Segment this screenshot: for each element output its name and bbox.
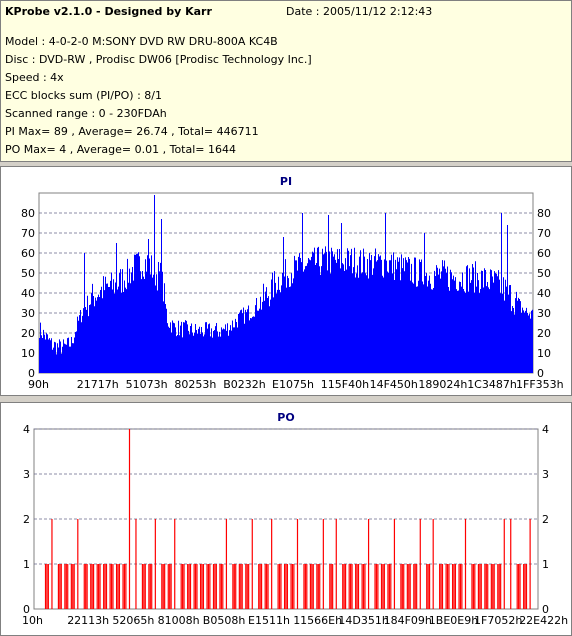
po-y-tick-right: 4 bbox=[542, 423, 549, 436]
po-stats-line: PO Max= 4 , Average= 0.01 , Total= 1644 bbox=[5, 143, 236, 156]
pi-y-tick-left: 40 bbox=[21, 287, 35, 300]
pi-y-tick-left: 30 bbox=[21, 307, 35, 320]
pi-y-tick-left: 70 bbox=[21, 227, 35, 240]
pi-y-tick-left: 50 bbox=[21, 267, 35, 280]
pi-x-tick-label: E1075h bbox=[272, 378, 314, 391]
pi-y-tick-right: 0 bbox=[537, 367, 544, 380]
info-panel: KProbe v2.1.0 - Designed by Karr Date : … bbox=[0, 0, 572, 162]
pi-y-tick-left: 0 bbox=[28, 367, 35, 380]
pi-title: PI bbox=[280, 175, 292, 188]
po-y-tick-right: 2 bbox=[542, 513, 549, 526]
pi-x-tick-label: 1C3487h bbox=[467, 378, 517, 391]
po-x-tick-label: 1F7052h bbox=[474, 614, 522, 627]
pi-stats-line: PI Max= 89 , Average= 26.74 , Total= 446… bbox=[5, 125, 259, 138]
scan-date: Date : 2005/11/12 2:12:43 bbox=[286, 5, 433, 18]
po-chart-panel: PO 0 0 1 1 2 2 3 3 4 4 10h 22113h 52065h 81008h B0508h E… bbox=[0, 402, 572, 636]
po-y-tick-left: 1 bbox=[23, 558, 30, 571]
pi-y-tick-right: 10 bbox=[537, 347, 551, 360]
po-y-tick-left: 0 bbox=[23, 603, 30, 616]
po-y-tick-left: 4 bbox=[23, 423, 30, 436]
po-x-tick-label: E1511h bbox=[248, 614, 290, 627]
po-title: PO bbox=[277, 411, 294, 424]
pi-x-tick-label: 90h bbox=[28, 378, 49, 391]
po-x-tick-label: 22113h bbox=[67, 614, 109, 627]
po-y-tick-right: 3 bbox=[542, 468, 549, 481]
app-title: KProbe v2.1.0 - Designed by Karr bbox=[5, 5, 212, 18]
pi-x-tick-label: 1FF353h bbox=[516, 378, 564, 391]
pi-y-tick-right: 70 bbox=[537, 227, 551, 240]
pi-x-tick-label: 14F450h bbox=[370, 378, 418, 391]
po-x-tick-label: 11566Eh bbox=[293, 614, 342, 627]
pi-y-tick-right: 20 bbox=[537, 327, 551, 340]
pi-x-tick-label: B0232h bbox=[223, 378, 266, 391]
range-line: Scanned range : 0 - 230FDAh bbox=[5, 107, 167, 120]
pi-y-tick-left: 20 bbox=[21, 327, 35, 340]
po-bars bbox=[44, 429, 531, 609]
po-y-tick-left: 2 bbox=[23, 513, 30, 526]
pi-x-tick-label: 115F40h bbox=[321, 378, 369, 391]
pi-chart: PI 0 0 10 10 20 20 30 30 40 40 50 50 60 60 70 70 80 80 90h 2… bbox=[21, 175, 564, 391]
disc-line: Disc : DVD-RW , Prodisc DW06 [Prodisc Te… bbox=[5, 53, 312, 66]
pi-x-tick-label: 189024h bbox=[418, 378, 467, 391]
po-x-tick-label: 10h bbox=[22, 614, 43, 627]
pi-y-tick-right: 30 bbox=[537, 307, 551, 320]
po-x-tick-label: 22E422h bbox=[519, 614, 568, 627]
po-y-tick-right: 0 bbox=[542, 603, 549, 616]
pi-y-tick-right: 40 bbox=[537, 287, 551, 300]
pi-y-tick-left: 60 bbox=[21, 247, 35, 260]
speed-line: Speed : 4x bbox=[5, 71, 64, 84]
po-x-tick-label: 184F09h bbox=[384, 614, 432, 627]
pi-y-tick-right: 60 bbox=[537, 247, 551, 260]
po-y-tick-left: 3 bbox=[23, 468, 30, 481]
ecc-line: ECC blocks sum (PI/PO) : 8/1 bbox=[5, 89, 162, 102]
po-x-tick-label: 1BE0E9h bbox=[429, 614, 478, 627]
pi-y-tick-right: 50 bbox=[537, 267, 551, 280]
po-y-tick-right: 1 bbox=[542, 558, 549, 571]
pi-y-tick-left: 80 bbox=[21, 207, 35, 220]
model-line: Model : 4-0-2-0 M:SONY DVD RW DRU-800A K… bbox=[5, 35, 278, 48]
pi-x-tick-label: 80253h bbox=[174, 378, 216, 391]
pi-chart-panel: PI 0 0 10 10 20 20 30 30 40 40 50 50 60 60 70 70 80 80 90h 2… bbox=[0, 166, 572, 396]
pi-x-tick-label: 51073h bbox=[126, 378, 168, 391]
po-x-tick-label: 81008h bbox=[158, 614, 200, 627]
pi-y-tick-right: 80 bbox=[537, 207, 551, 220]
pi-x-tick-label: 21717h bbox=[77, 378, 119, 391]
pi-y-tick-left: 10 bbox=[21, 347, 35, 360]
po-x-tick-label: 52065h bbox=[112, 614, 154, 627]
pi-bars bbox=[39, 195, 533, 373]
po-chart: PO 0 0 1 1 2 2 3 3 4 4 10h 22113h 52065h 81008h B0508h E… bbox=[22, 411, 568, 627]
po-x-tick-label: B0508h bbox=[203, 614, 246, 627]
po-x-tick-label: 14D351h bbox=[338, 614, 388, 627]
